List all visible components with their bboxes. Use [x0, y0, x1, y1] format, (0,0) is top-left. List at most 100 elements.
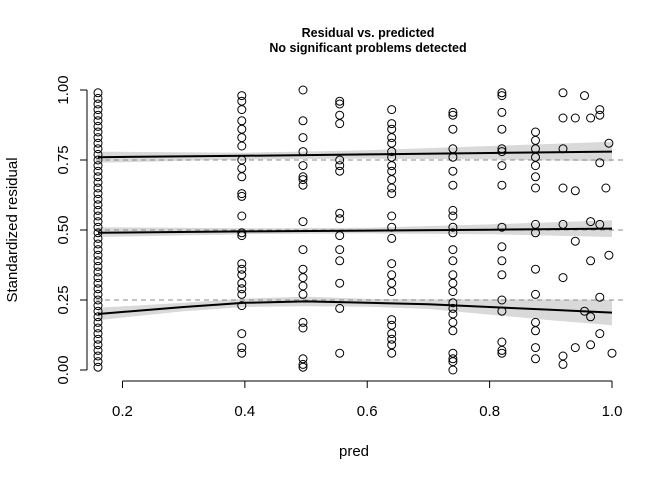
- data-point: [604, 138, 614, 148]
- data-point: [93, 278, 103, 288]
- data-point: [586, 312, 596, 322]
- data-point: [580, 91, 589, 101]
- data-point: [448, 166, 458, 176]
- data-point: [387, 211, 397, 221]
- data-point: [237, 228, 247, 238]
- data-point: [335, 110, 345, 120]
- data-point: [93, 273, 103, 283]
- data-point: [298, 245, 308, 255]
- data-point: [93, 99, 103, 109]
- data-point: [387, 124, 397, 134]
- quantile-fit-lines: [97, 150, 613, 315]
- data-point: [531, 354, 540, 364]
- data-point: [595, 105, 605, 115]
- data-point: [570, 236, 580, 246]
- data-point: [298, 289, 308, 299]
- data-point: [570, 113, 580, 123]
- data-point: [497, 337, 507, 347]
- data-point: [558, 88, 568, 98]
- data-point: [497, 270, 507, 280]
- data-point: [237, 105, 247, 115]
- data-point: [93, 267, 103, 277]
- data-point: [387, 105, 397, 115]
- data-point: [586, 217, 596, 227]
- data-point: [448, 326, 458, 336]
- data-point: [93, 172, 103, 182]
- data-point: [558, 113, 568, 123]
- data-point: [93, 250, 103, 260]
- x-tick-label: 0.4: [234, 403, 255, 420]
- data-point: [531, 172, 540, 182]
- data-point: [497, 306, 507, 316]
- data-point: [448, 270, 458, 280]
- data-point: [497, 256, 507, 266]
- data-point: [93, 261, 103, 271]
- data-point: [595, 292, 605, 302]
- data-point: [237, 96, 247, 106]
- data-point: [497, 242, 507, 252]
- data-point: [531, 326, 540, 336]
- data-point: [335, 119, 345, 129]
- data-point: [93, 155, 103, 165]
- data-point: [448, 205, 458, 215]
- y-tick-label: 0.25: [55, 285, 72, 314]
- data-point: [93, 166, 103, 176]
- data-point: [387, 189, 397, 199]
- data-point: [298, 180, 308, 190]
- data-point: [335, 256, 345, 266]
- data-point: [237, 343, 247, 353]
- quantile-fit-line-q0.25: [97, 300, 613, 315]
- data-point: [237, 124, 247, 134]
- data-point: [448, 107, 458, 117]
- data-point: [558, 144, 568, 154]
- data-point: [237, 259, 247, 269]
- data-point: [586, 256, 596, 266]
- data-point: [335, 99, 345, 109]
- data-point: [93, 105, 103, 115]
- data-point: [497, 88, 507, 98]
- data-point: [497, 180, 507, 190]
- y-tick-label: 0.00: [55, 355, 72, 384]
- data-point: [335, 96, 345, 106]
- chart-title: Residual vs. predicted: [302, 26, 435, 40]
- data-point: [93, 284, 103, 294]
- data-point: [497, 222, 507, 232]
- data-point: [298, 264, 308, 274]
- x-tick-label: 0.6: [357, 403, 378, 420]
- data-point: [298, 147, 308, 157]
- data-point: [93, 289, 103, 299]
- data-point: [298, 359, 308, 369]
- data-point: [531, 289, 540, 299]
- data-point: [93, 116, 103, 126]
- data-point: [531, 161, 540, 171]
- data-point: [237, 172, 247, 182]
- data-point: [497, 91, 507, 101]
- data-point: [570, 186, 580, 196]
- data-point: [93, 200, 103, 210]
- y-tick-label: 0.75: [55, 145, 72, 174]
- data-point: [335, 231, 345, 241]
- data-point: [387, 166, 397, 176]
- data-point: [448, 354, 458, 364]
- data-point: [93, 211, 103, 221]
- data-point: [387, 133, 397, 143]
- data-point: [237, 189, 247, 199]
- data-point: [237, 116, 247, 126]
- data-point: [237, 329, 247, 339]
- data-point: [298, 362, 308, 372]
- data-point: [387, 138, 397, 148]
- data-point: [531, 183, 540, 193]
- data-point: [298, 323, 308, 333]
- x-tick-label: 0.8: [479, 403, 500, 420]
- data-point: [237, 284, 247, 294]
- data-point: [298, 85, 308, 95]
- data-point: [558, 219, 568, 229]
- data-point: [448, 180, 458, 190]
- data-point: [93, 306, 103, 316]
- data-point: [580, 306, 589, 316]
- confidence-band-q0.75: [98, 141, 612, 163]
- x-tick-label: 1.0: [602, 403, 623, 420]
- quantile-fit-line-q0.50: [97, 227, 613, 234]
- data-point: [558, 183, 568, 193]
